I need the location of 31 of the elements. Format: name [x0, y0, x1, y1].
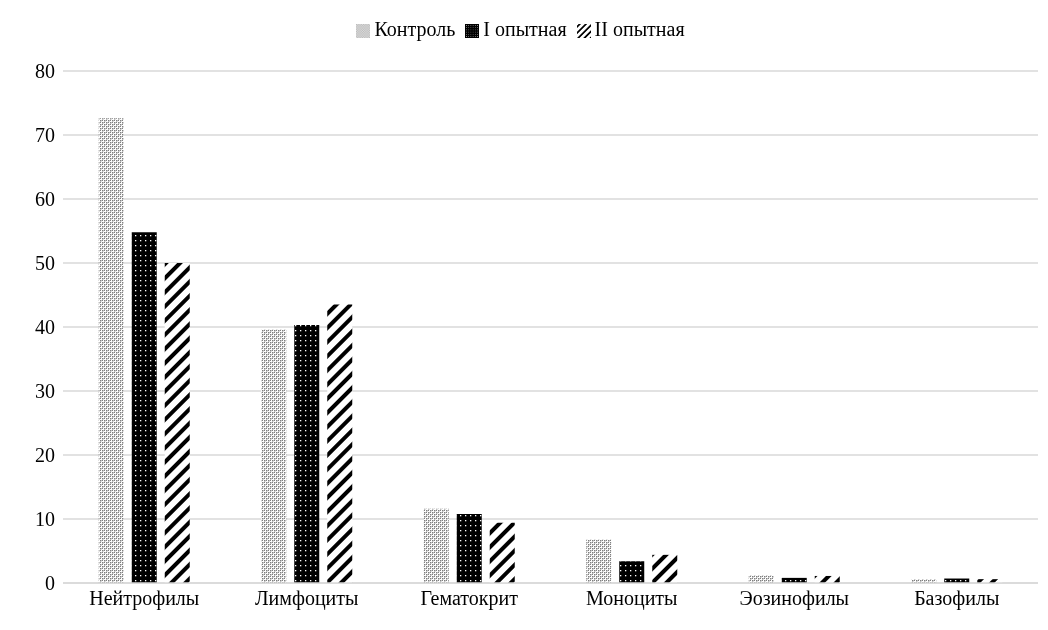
legend-label: I опытная [483, 18, 567, 40]
y-tick-label: 40 [35, 316, 55, 339]
bar [619, 561, 645, 583]
bar [98, 118, 124, 583]
y-tick-label: 70 [35, 124, 55, 147]
bar [586, 539, 612, 583]
y-tick-label: 20 [35, 444, 55, 467]
x-tick-label: Лимфоциты [255, 587, 359, 611]
bar [261, 329, 287, 583]
y-tick-label: 50 [35, 252, 55, 275]
y-tick-label: 0 [45, 572, 55, 595]
x-tick-label: Моноциты [585, 587, 678, 611]
y-tick-label: 80 [35, 60, 55, 83]
bar [456, 513, 482, 583]
bar [489, 522, 515, 583]
y-tick-label: 60 [35, 188, 55, 211]
y-tick-label: 10 [35, 508, 55, 531]
legend-label: II опытная [594, 18, 685, 40]
bar [423, 508, 449, 583]
legend-label: Контроль [374, 18, 456, 40]
x-tick-label: Эозинофилы [739, 587, 850, 611]
bar [164, 263, 190, 583]
y-tick-label: 30 [35, 380, 55, 403]
x-tick-label: Базофилы [914, 587, 1000, 611]
bar [652, 554, 678, 583]
x-tick-label: Гематокрит [420, 587, 519, 611]
bar [327, 304, 353, 583]
bar [131, 232, 157, 583]
bar [294, 325, 320, 583]
x-tick-label: Нейтрофилы [89, 587, 200, 611]
bar [748, 575, 774, 583]
